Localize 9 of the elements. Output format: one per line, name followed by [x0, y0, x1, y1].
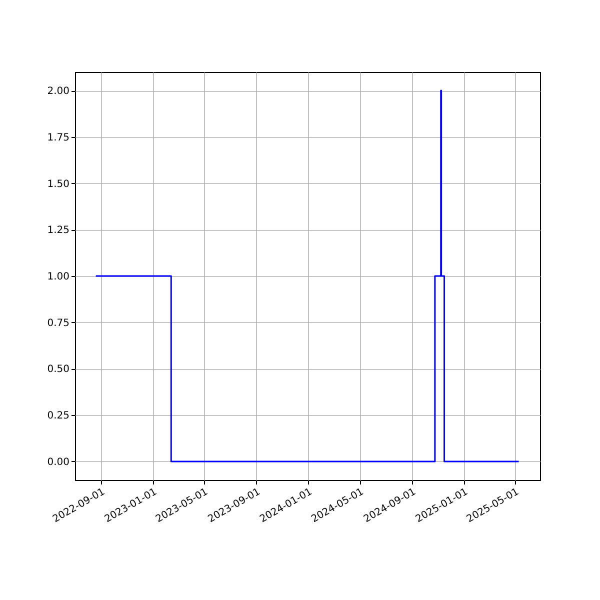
y-tick-label: 1.50 — [47, 178, 70, 190]
y-tick-label: 0.50 — [47, 364, 70, 376]
y-tick-label: 1.25 — [47, 225, 70, 236]
y-tick-label: 1.75 — [47, 132, 70, 144]
y-tick-label: 0.75 — [47, 318, 70, 329]
y-tick-label: 2.00 — [47, 86, 70, 98]
y-tick-label: 0.25 — [47, 410, 70, 422]
y-tick-label: 1.00 — [47, 272, 70, 282]
y-tick-label: 0.00 — [47, 456, 70, 468]
